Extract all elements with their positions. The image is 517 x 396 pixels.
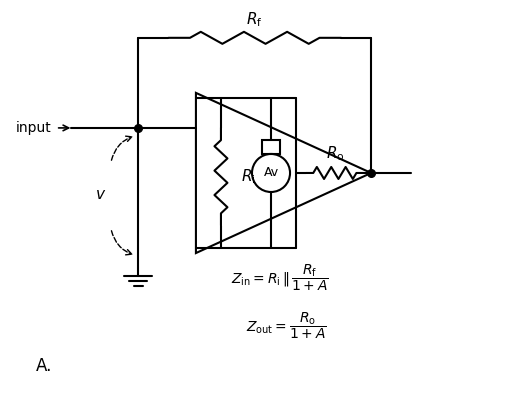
Text: $R_\mathrm{o}$: $R_\mathrm{o}$	[326, 144, 344, 163]
Text: Av: Av	[264, 166, 279, 179]
Text: $R_\mathrm{f}$: $R_\mathrm{f}$	[247, 10, 263, 29]
Text: $Z_{\mathrm{out}} = \dfrac{R_{\mathrm{o}}}{1+A}$: $Z_{\mathrm{out}} = \dfrac{R_{\mathrm{o}…	[246, 310, 327, 341]
Text: input: input	[16, 121, 52, 135]
Text: $v$: $v$	[95, 187, 107, 202]
Text: A.: A.	[36, 357, 52, 375]
Text: $Z_{\mathrm{in}} = R_{\mathrm{i}}\,\|\,\dfrac{R_{\mathrm{f}}}{1+A}$: $Z_{\mathrm{in}} = R_{\mathrm{i}}\,\|\,\…	[231, 263, 329, 293]
Text: $R_\mathrm{i}$: $R_\mathrm{i}$	[241, 168, 255, 186]
